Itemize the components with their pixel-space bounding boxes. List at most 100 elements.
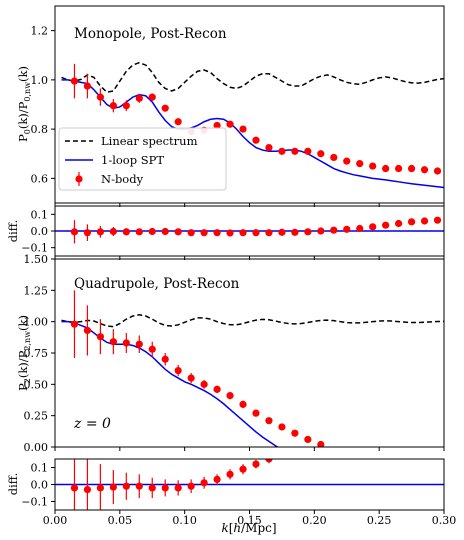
- redshift-annotation: z = 0: [73, 416, 111, 432]
- quadrupole-nbody-point: [96, 333, 104, 341]
- monopole-diff-axes-frame: [54, 205, 445, 257]
- monopole-diff-nbody-point: [174, 228, 182, 236]
- x-axis-label: k[h/Mpc]: [221, 521, 276, 535]
- quadrupole-ytick-label: 1.25: [24, 284, 49, 297]
- quadrupole-series: [61, 290, 444, 447]
- quadrupole-ticks: 0.00 0.25 0.50 0.75 1.00 1.25 1.50: [24, 253, 445, 454]
- monopole-nbody-point: [122, 102, 130, 110]
- monopole-diff-nbody-point: [356, 224, 364, 233]
- monopole-nbody-point: [356, 160, 364, 168]
- quadrupole-diff-nbody-point: [239, 465, 247, 473]
- legend-linear-label: Linear spectrum: [101, 134, 198, 148]
- quadrupole-diff-nbody-point: [187, 482, 195, 490]
- monopole-diff-nbody-point: [226, 229, 234, 237]
- x-tick-label: 0.05: [108, 514, 133, 527]
- monopole-diff-nbody-point: [148, 227, 156, 236]
- monopole-nbody-point: [226, 120, 234, 128]
- monopole-nbody-point: [420, 166, 429, 174]
- monopole-nbody-point: [369, 162, 377, 170]
- quadrupole-title: Quadrupole, Post-Recon: [74, 276, 240, 292]
- quadrupole-diff-series: [55, 459, 444, 510]
- monopole-diff-nbody-point: [382, 221, 390, 229]
- monopole-nbody-point: [265, 143, 273, 152]
- monopole-diff-nbody-point: [343, 225, 351, 233]
- monopole-ytick-label: 1.0: [31, 74, 49, 87]
- monopole-legend: Linear spectrum 1-loop SPT N-body: [58, 127, 227, 191]
- monopole-diff-nbody-point: [135, 228, 143, 236]
- monopole-nbody-point: [382, 164, 390, 173]
- quadrupole-diff-panel: 0.1 0.0 −0.1 diff.: [6, 458, 445, 514]
- monopole-diff-ytick-label: 0.0: [31, 225, 49, 238]
- monopole-diff-nbody-point: [109, 227, 117, 236]
- quadrupole-diff-nbody-point: [213, 475, 221, 483]
- monopole-diff-nbody-point: [317, 227, 325, 235]
- monopole-nbody-point: [148, 93, 156, 101]
- monopole-nbody-point: [161, 104, 169, 112]
- quadrupole-diff-nbody-point: [200, 479, 208, 487]
- quadrupole-diff-nbody-point: [122, 482, 130, 490]
- monopole-ytick-label: 0.8: [31, 123, 49, 136]
- legend-spt-label: 1-loop SPT: [101, 153, 164, 167]
- monopole-diff-nbody-point: [200, 229, 208, 237]
- quadrupole-panel: 0.00 0.25 0.50 0.75 1.00 1.25 1.50 Quadrupole,…: [16, 253, 445, 454]
- quadrupole-diff-nbody-point: [226, 470, 234, 478]
- monopole-diff-nbody-point: [304, 228, 312, 236]
- quadrupole-ytick-label: 0.75: [24, 347, 49, 360]
- quadrupole-nbody-point: [265, 417, 273, 425]
- quadrupole-nbody-point: [226, 392, 234, 400]
- quadrupole-nbody-point: [174, 366, 182, 375]
- quadrupole-diff-nbody-point: [148, 484, 156, 492]
- quadrupole-ylabel: P2(k)/P2,nw(k): [16, 315, 32, 391]
- monopole-nbody-point: [343, 157, 351, 165]
- monopole-panel: 0.6 0.8 1.0 1.2 Monopole, Post-Recon P0(k)/…: [16, 5, 445, 207]
- monopole-nbody-point: [395, 164, 403, 173]
- quadrupole-nbody-point: [148, 345, 156, 353]
- monopole-nbody-point: [109, 102, 117, 110]
- monopole-diff-nbody-point: [70, 228, 79, 236]
- quadrupole-nbody-point: [200, 380, 208, 388]
- x-tick-label: 0.00: [43, 514, 68, 527]
- quadrupole-ytick-label: 1.50: [24, 253, 49, 266]
- monopole-diff-nbody-point: [433, 216, 442, 224]
- quadrupole-nbody-point: [239, 400, 247, 408]
- quadrupole-nbody-point: [122, 339, 130, 347]
- monopole-nbody-point: [252, 136, 260, 144]
- monopole-nbody-point: [135, 94, 143, 102]
- monopole-nbody-point: [70, 77, 79, 85]
- legend-nbody-label: N-body: [101, 172, 144, 186]
- x-tick-label: 0.15: [237, 514, 262, 527]
- monopole-series: [61, 61, 444, 189]
- monopole-diff-panel: 0.1 0.0 −0.1 diff.: [6, 205, 445, 260]
- monopole-diff-nbody-point: [252, 229, 260, 237]
- monopole-diff-nbody-point: [265, 229, 273, 237]
- x-tick-label: 0.20: [302, 514, 327, 527]
- monopole-diff-nbody-point: [291, 228, 299, 236]
- x-tick-label: 0.25: [367, 514, 392, 527]
- monopole-diff-nbody-point: [213, 229, 221, 237]
- monopole-diff-nbody-point: [330, 226, 338, 234]
- x-axis-ticks: 0.00 0.05 0.10 0.15 0.20 0.25 0.30: [43, 514, 457, 527]
- monopole-diff-nbody-point: [369, 223, 377, 231]
- monopole-diff-ytick-label: 0.1: [31, 208, 49, 221]
- quadrupole-nbody-point: [83, 326, 92, 335]
- monopole-nbody-point: [239, 125, 247, 133]
- monopole-nbody-point: [433, 167, 442, 175]
- monopole-nbody-point: [96, 93, 104, 101]
- legend-box: [58, 127, 227, 191]
- x-tick-label: 0.30: [432, 514, 457, 527]
- quadrupole-nbody-point: [135, 340, 143, 348]
- quadrupole-nbody-point: [278, 423, 286, 431]
- monopole-diff-nbody-point: [395, 219, 403, 228]
- quadrupole-ytick-label: 0.00: [24, 441, 49, 454]
- quadrupole-nbody-point: [161, 355, 169, 363]
- monopole-diff-ylabel: diff.: [6, 220, 20, 242]
- monopole-nbody-point: [317, 150, 325, 158]
- quadrupole-diff-ticks: 0.1 0.0 −0.1: [21, 462, 445, 514]
- legend-nbody-marker: [75, 175, 83, 183]
- monopole-title: Monopole, Post-Recon: [74, 26, 227, 42]
- quadrupole-diff-ytick-label: −0.1: [21, 496, 48, 509]
- quadrupole-diff-nbody-point: [96, 484, 104, 492]
- quadrupole-nbody-point: [291, 429, 299, 437]
- monopole-diff-nbody-point: [187, 229, 195, 237]
